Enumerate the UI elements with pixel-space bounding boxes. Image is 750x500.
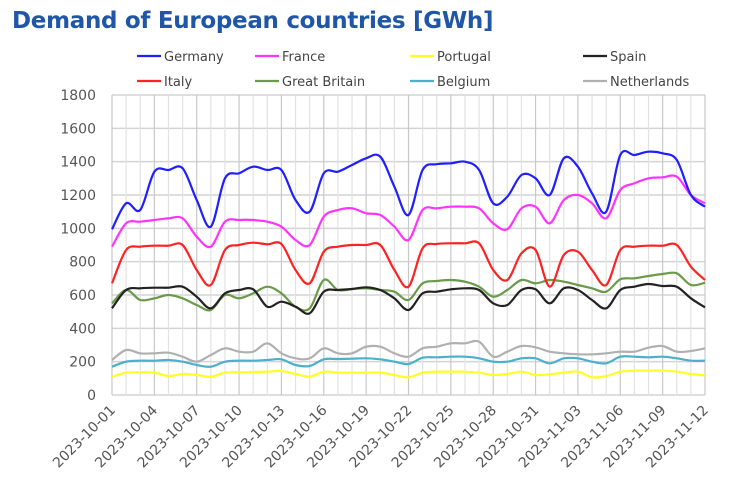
legend: Germany France Portugal Spain Italy Great Bri… — [137, 50, 689, 90]
y-tick-label: 800 — [69, 255, 96, 271]
legend-label: Belgium — [437, 75, 490, 90]
legend-label: France — [282, 50, 325, 65]
series-line-great-britain — [111, 271, 706, 312]
y-tick-label: 200 — [69, 355, 96, 371]
series-line-belgium — [111, 355, 706, 368]
series-line-france — [111, 174, 706, 249]
legend-label: Great Britain — [282, 75, 365, 90]
legend-label: Spain — [610, 50, 646, 65]
chart-title: Demand of European countries [GWh] — [12, 8, 494, 34]
legend-label: Germany — [164, 50, 224, 65]
series-lines — [110, 149, 706, 379]
y-tick-label: 400 — [69, 321, 96, 337]
x-axis-ticks: 2023-10-012023-10-042023-10-072023-10-10… — [50, 402, 712, 471]
series-line-italy — [110, 240, 706, 289]
y-tick-label: 1200 — [60, 188, 96, 204]
series-line-netherlands — [111, 339, 706, 363]
y-tick-label: 0 — [87, 388, 96, 404]
grid — [111, 94, 706, 396]
y-tick-label: 600 — [69, 288, 96, 304]
series-line-portugal — [111, 369, 706, 379]
y-tick-label: 1000 — [60, 221, 96, 237]
y-tick-label: 1400 — [60, 155, 96, 171]
series-line-spain — [111, 282, 706, 315]
y-tick-label: 1600 — [60, 121, 96, 137]
legend-label: Netherlands — [610, 75, 689, 90]
y-tick-label: 1800 — [60, 88, 96, 104]
y-axis-ticks: 0 200 400 600 800 1000 1200 1400 1600 1800 — [60, 88, 96, 404]
legend-label: Italy — [164, 75, 193, 90]
legend-label: Portugal — [437, 50, 491, 65]
series-line-germany — [111, 149, 706, 230]
